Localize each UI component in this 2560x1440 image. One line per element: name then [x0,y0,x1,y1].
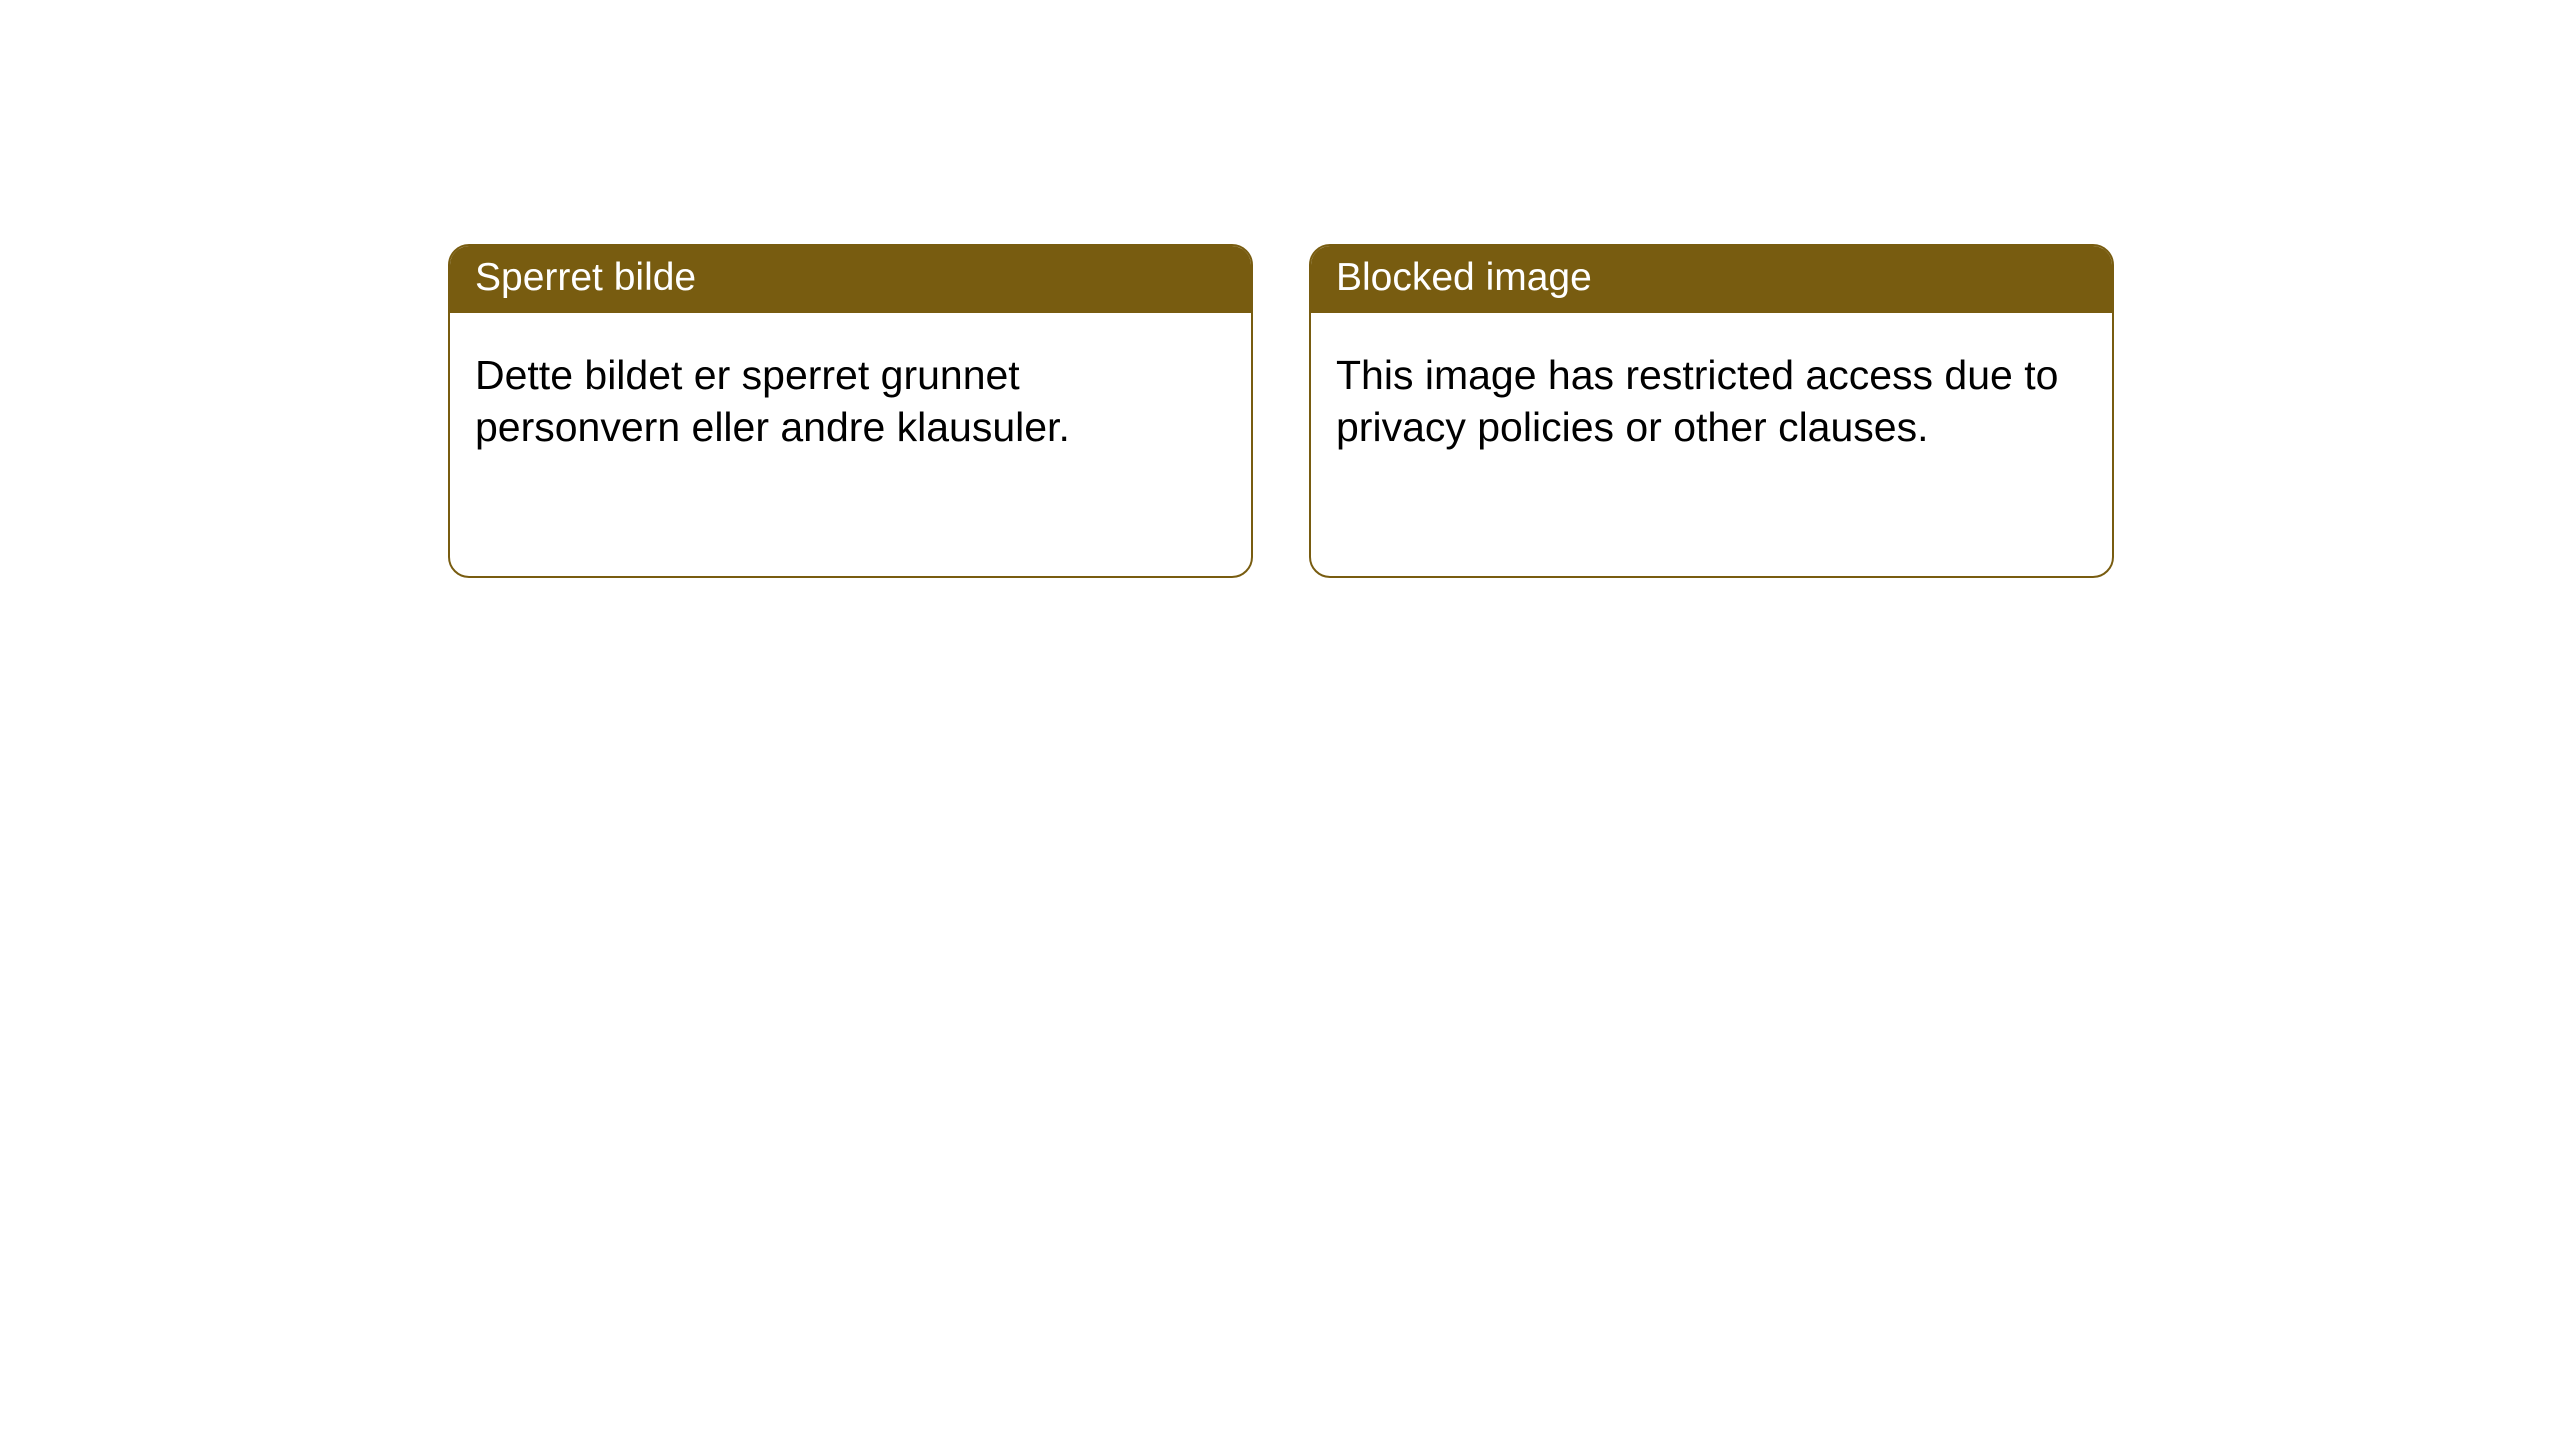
card-body: This image has restricted access due to … [1311,313,2112,479]
card-header: Blocked image [1311,246,2112,313]
blocked-image-card-en: Blocked image This image has restricted … [1309,244,2114,578]
notice-container: Sperret bilde Dette bildet er sperret gr… [0,0,2560,578]
card-body-text: This image has restricted access due to … [1336,352,2058,450]
card-header: Sperret bilde [450,246,1251,313]
card-title: Sperret bilde [475,256,696,299]
card-body: Dette bildet er sperret grunnet personve… [450,313,1251,479]
card-title: Blocked image [1336,256,1592,299]
card-body-text: Dette bildet er sperret grunnet personve… [475,352,1070,450]
blocked-image-card-no: Sperret bilde Dette bildet er sperret gr… [448,244,1253,578]
